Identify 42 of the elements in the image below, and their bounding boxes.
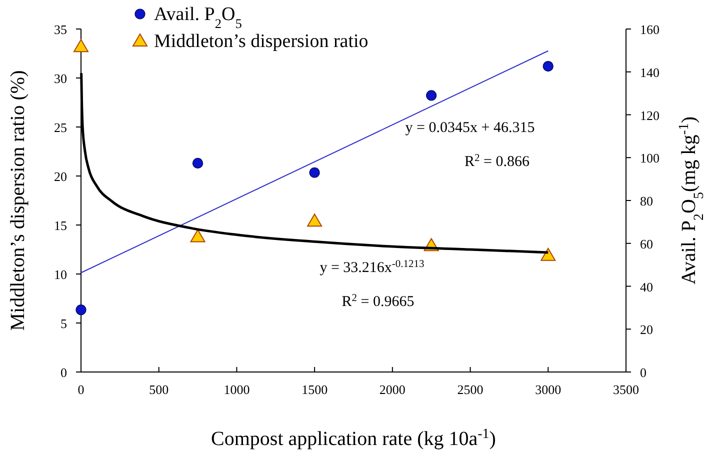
- legend-label: Avail. P$_{2}$O$_{5}$: [154, 4, 242, 30]
- x-tick-label: 2500: [457, 382, 484, 397]
- y2-tick-label: 20: [640, 322, 653, 338]
- y2-tick-label: 0: [640, 365, 646, 380]
- point: [426, 90, 437, 101]
- point: [307, 214, 322, 227]
- x-tick-label: 1000: [224, 382, 250, 397]
- annotation: y = 33.216x$^{-0.1213}$: [320, 258, 424, 276]
- y-tick-label: 15: [54, 218, 67, 233]
- x-tick-label: 2000: [379, 382, 406, 397]
- y2-tick-label: 100: [640, 150, 660, 166]
- annotation: R$^{2}$ = 0.9665: [342, 292, 414, 310]
- x-tick-label: 1500: [302, 382, 328, 397]
- point: [192, 158, 204, 168]
- legend-label: Middleton’s dispersion ratio: [154, 31, 368, 52]
- point: [309, 167, 320, 178]
- y-tick-label: 20: [54, 169, 67, 184]
- point: [542, 61, 554, 72]
- point: [190, 229, 206, 242]
- y-tick-label: 10: [54, 267, 67, 282]
- y2-tick-label: 60: [640, 236, 653, 252]
- y2-tick-label: 140: [640, 64, 660, 80]
- point: [76, 304, 86, 316]
- y2-tick-label: 120: [640, 108, 660, 123]
- y-tick-label: 5: [60, 316, 67, 331]
- y-tick-label: 35: [54, 22, 67, 37]
- annotation: y = 0.0345x + 46.315: [405, 120, 535, 136]
- x-tick-label: 3000: [535, 382, 562, 397]
- y-tick-label: 25: [54, 120, 67, 135]
- y2-tick-label: 160: [640, 22, 660, 37]
- y2-tick-label: 80: [640, 194, 653, 208]
- annotation: R$^{2}$ = 0.866: [464, 152, 530, 170]
- y-tick-label: 0: [60, 365, 67, 380]
- point: [540, 248, 556, 261]
- y-tick-label: 30: [54, 71, 67, 86]
- x-tick-label: 0: [78, 382, 84, 397]
- y2-tick-label: 40: [640, 279, 653, 294]
- x-tick-label: 500: [149, 382, 169, 397]
- point: [74, 39, 88, 52]
- x-axis-title: Compost application rate (kg 10a$^{-1}$): [211, 426, 496, 450]
- x-tick-label: 3500: [613, 382, 639, 397]
- y-axis-title: Middleton’s dispersion ratio (%): [7, 70, 29, 331]
